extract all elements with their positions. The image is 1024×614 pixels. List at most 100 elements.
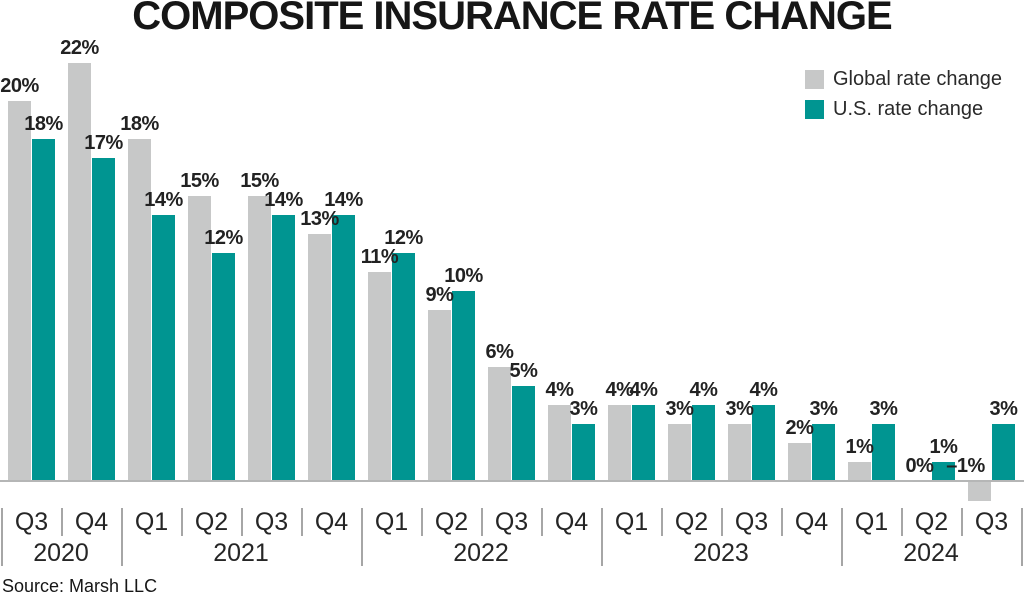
source-note: Source: Marsh LLC: [2, 576, 158, 596]
axis-divider-15: [901, 508, 903, 536]
x-axis-quarter-label-7: Q2: [434, 508, 469, 536]
value-label-us-1: 17%: [84, 132, 123, 154]
axis-divider-13: [781, 508, 783, 536]
value-label-global-13: 2%: [785, 417, 814, 439]
value-label-global-4: 15%: [240, 170, 279, 192]
x-axis-quarter-label-1: Q4: [74, 508, 109, 536]
value-label-us-8: 5%: [509, 360, 538, 382]
value-label-us-10: 4%: [629, 379, 658, 401]
axis-divider-6: [361, 508, 363, 566]
bar-global-5: [308, 234, 331, 481]
bar-us-6: [392, 253, 415, 481]
bar-us-12: [752, 405, 775, 481]
x-axis-year-label-2021: 2021: [213, 539, 269, 567]
axis-divider-5: [301, 508, 303, 536]
bar-global-6: [368, 272, 391, 481]
x-axis-quarter-label-4: Q3: [254, 508, 289, 536]
bar-us-5: [332, 215, 355, 481]
value-label-us-5: 14%: [324, 189, 363, 211]
x-axis-quarter-label-11: Q2: [674, 508, 709, 536]
value-label-global-5: 13%: [300, 208, 339, 230]
value-label-global-9: 4%: [545, 379, 574, 401]
bar-global-12: [728, 424, 751, 481]
axis-divider-1: [61, 508, 63, 536]
value-label-us-12: 4%: [749, 379, 778, 401]
value-label-global-15: 0%: [905, 455, 934, 477]
axis-divider-14: [841, 508, 843, 566]
axis-divider-16: [961, 508, 963, 536]
x-axis-quarter-label-15: Q2: [914, 508, 949, 536]
value-label-us-15: 1%: [929, 436, 958, 458]
bar-us-2: [152, 215, 175, 481]
value-label-global-14: 1%: [845, 436, 874, 458]
value-label-global-0: 20%: [0, 75, 39, 97]
bar-us-14: [872, 424, 895, 481]
bar-global-13: [788, 443, 811, 481]
bar-us-11: [692, 405, 715, 481]
bar-global-7: [428, 310, 451, 481]
legend: Global rate change U.S. rate change: [805, 64, 1002, 124]
bar-global-0: [8, 101, 31, 481]
axis-divider-8: [481, 508, 483, 536]
bar-global-9: [548, 405, 571, 481]
x-axis-quarter-label-13: Q4: [794, 508, 829, 536]
value-label-us-3: 12%: [204, 227, 243, 249]
value-label-global-16: –1%: [946, 455, 985, 477]
bar-us-1: [92, 158, 115, 481]
x-axis-year-label-2024: 2024: [903, 539, 959, 567]
bar-us-9: [572, 424, 595, 481]
x-axis-quarter-label-14: Q1: [854, 508, 889, 536]
axis-divider-4: [241, 508, 243, 536]
legend-label-global: Global rate change: [833, 67, 1003, 90]
chart-title: COMPOSITE INSURANCE RATE CHANGE: [132, 0, 892, 38]
legend-item-global: Global rate change: [805, 64, 1002, 94]
value-label-us-0: 18%: [24, 113, 63, 135]
bar-us-13: [812, 424, 835, 481]
bar-global-16: [968, 482, 991, 501]
value-label-global-8: 6%: [485, 341, 514, 363]
bar-us-8: [512, 386, 535, 481]
value-label-global-1: 22%: [60, 37, 99, 59]
bar-us-16: [992, 424, 1015, 481]
value-label-us-14: 3%: [869, 398, 898, 420]
axis-divider-11: [661, 508, 663, 536]
x-axis-quarter-label-10: Q1: [614, 508, 649, 536]
legend-swatch-us-icon: [805, 99, 824, 119]
axis-divider-9: [541, 508, 543, 536]
bar-us-0: [32, 139, 55, 481]
bar-global-3: [188, 196, 211, 481]
x-axis-quarter-label-3: Q2: [194, 508, 229, 536]
bar-us-3: [212, 253, 235, 481]
bar-us-15: [932, 462, 955, 481]
axis-divider-3: [181, 508, 183, 536]
bar-global-1: [68, 63, 91, 481]
legend-swatch-global-icon: [805, 69, 824, 89]
value-label-us-13: 3%: [809, 398, 838, 420]
x-axis-line: [0, 480, 1024, 482]
bar-global-4: [248, 196, 271, 481]
x-axis-quarter-label-12: Q3: [734, 508, 769, 536]
bar-us-4: [272, 215, 295, 481]
bar-us-7: [452, 291, 475, 481]
x-axis-year-label-2022: 2022: [453, 539, 509, 567]
x-axis-quarter-label-9: Q4: [554, 508, 589, 536]
x-axis-quarter-label-2: Q1: [134, 508, 169, 536]
bar-global-2: [128, 139, 151, 481]
bar-global-10: [608, 405, 631, 481]
axis-divider-7: [421, 508, 423, 536]
axis-divider-2: [121, 508, 123, 566]
legend-label-us: U.S. rate change: [833, 97, 984, 120]
value-label-global-10: 4%: [605, 379, 634, 401]
bar-global-8: [488, 367, 511, 481]
value-label-us-4: 14%: [264, 189, 303, 211]
bar-global-11: [668, 424, 691, 481]
value-label-global-7: 9%: [425, 284, 454, 306]
value-label-us-6: 12%: [384, 227, 423, 249]
axis-divider-10: [601, 508, 603, 566]
value-label-global-12: 3%: [725, 398, 754, 420]
value-label-us-7: 10%: [444, 265, 483, 287]
x-axis-quarter-label-6: Q1: [374, 508, 409, 536]
bar-us-10: [632, 405, 655, 481]
x-axis-quarter-label-0: Q3: [14, 508, 49, 536]
